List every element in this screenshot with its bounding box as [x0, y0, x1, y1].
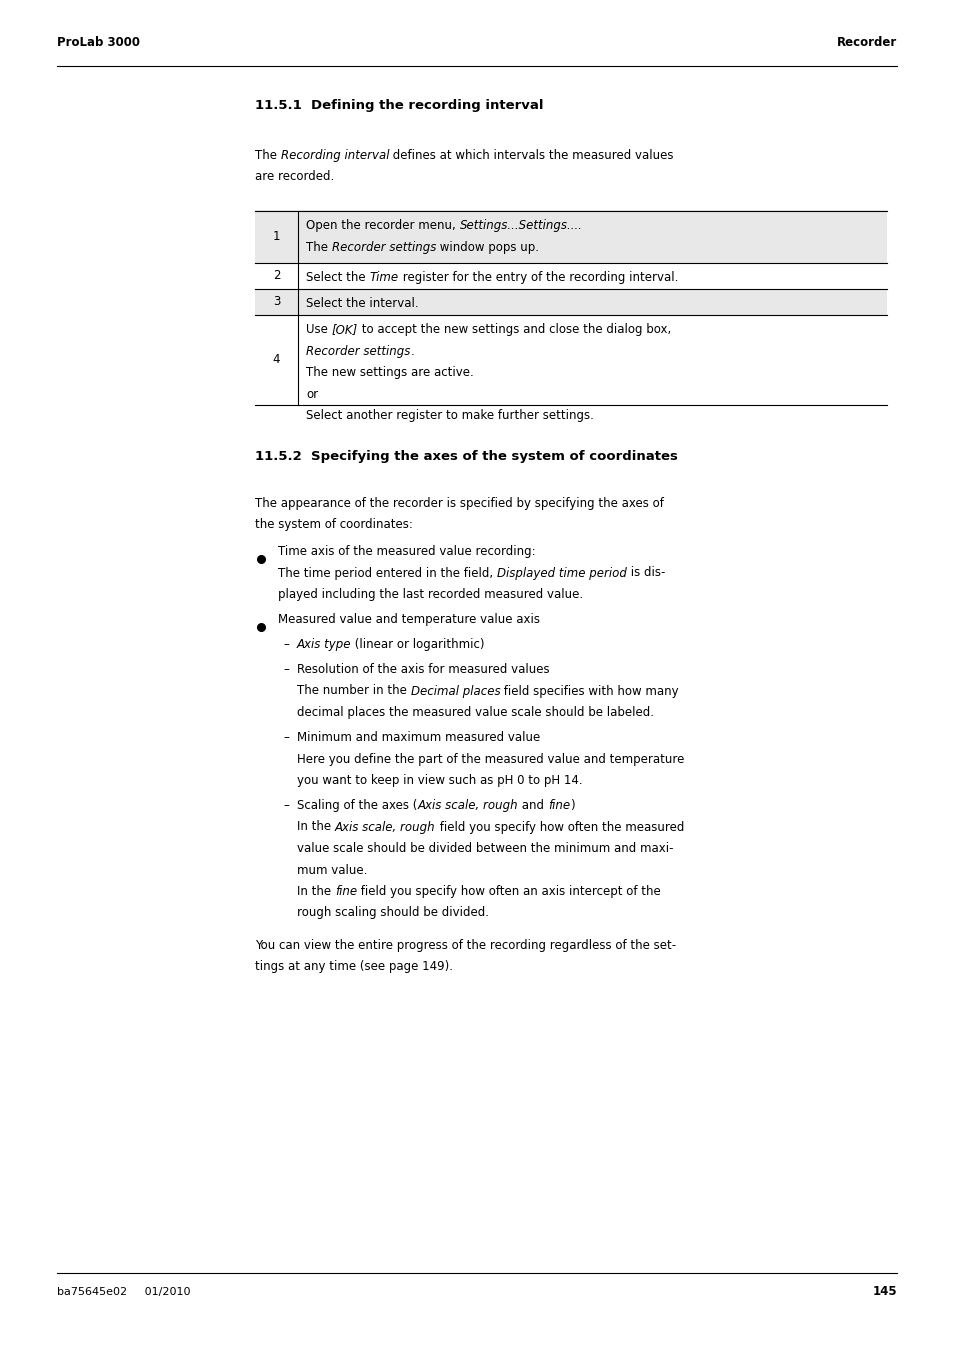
Text: Recorder settings: Recorder settings — [306, 345, 410, 358]
Text: defines at which intervals the measured values: defines at which intervals the measured … — [389, 149, 673, 162]
Text: window pops up.: window pops up. — [436, 240, 538, 254]
Text: Minimum and maximum measured value: Minimum and maximum measured value — [296, 731, 539, 744]
Text: decimal places the measured value scale should be labeled.: decimal places the measured value scale … — [296, 707, 654, 719]
Text: field you specify how often the measured: field you specify how often the measured — [435, 820, 683, 834]
Text: In the: In the — [296, 885, 335, 898]
Text: Select another register to make further settings.: Select another register to make further … — [306, 409, 594, 423]
Text: Recorder: Recorder — [836, 36, 896, 49]
Text: –: – — [283, 638, 289, 651]
Text: is dis-: is dis- — [626, 566, 664, 580]
Text: The appearance of the recorder is specified by specifying the axes of: The appearance of the recorder is specif… — [254, 497, 663, 509]
Text: Axis scale, rough: Axis scale, rough — [417, 798, 517, 812]
Text: are recorded.: are recorded. — [254, 170, 334, 184]
Text: –: – — [283, 731, 289, 744]
Text: Axis scale, rough: Axis scale, rough — [335, 820, 435, 834]
Text: 3: 3 — [273, 295, 280, 308]
Text: rough scaling should be divided.: rough scaling should be divided. — [296, 907, 489, 920]
Text: (linear or logarithmic): (linear or logarithmic) — [351, 638, 484, 651]
Text: mum value.: mum value. — [296, 863, 367, 877]
Bar — [254, 211, 886, 262]
Text: The: The — [254, 149, 280, 162]
Text: Here you define the part of the measured value and temperature: Here you define the part of the measured… — [296, 753, 683, 766]
Text: 11.5.1  Defining the recording interval: 11.5.1 Defining the recording interval — [254, 99, 543, 112]
Text: Open the recorder menu,: Open the recorder menu, — [306, 219, 459, 232]
Text: The time period entered in the field,: The time period entered in the field, — [277, 566, 497, 580]
Text: Select the: Select the — [306, 272, 369, 284]
Text: Select the interval.: Select the interval. — [306, 297, 418, 311]
Text: played including the last recorded measured value.: played including the last recorded measu… — [277, 588, 582, 601]
Text: Recording interval: Recording interval — [280, 149, 389, 162]
Text: tings at any time (see page 149).: tings at any time (see page 149). — [254, 961, 453, 973]
Text: ): ) — [569, 798, 574, 812]
Bar — [254, 289, 886, 315]
Text: Recorder settings: Recorder settings — [332, 240, 436, 254]
Text: .: . — [410, 345, 414, 358]
Text: Axis type: Axis type — [296, 638, 351, 651]
Text: Scaling of the axes (: Scaling of the axes ( — [296, 798, 416, 812]
Text: Displayed time period: Displayed time period — [497, 566, 626, 580]
Text: 145: 145 — [871, 1285, 896, 1298]
Text: In the: In the — [296, 820, 335, 834]
Text: The number in the: The number in the — [296, 685, 410, 697]
Text: Decimal places: Decimal places — [410, 685, 499, 697]
Text: 11.5.2  Specifying the axes of the system of coordinates: 11.5.2 Specifying the axes of the system… — [254, 450, 678, 462]
Text: or: or — [306, 388, 317, 401]
Text: and: and — [517, 798, 547, 812]
Text: fine: fine — [547, 798, 569, 812]
Text: –: – — [283, 663, 289, 676]
Text: Resolution of the axis for measured values: Resolution of the axis for measured valu… — [296, 663, 549, 676]
Text: field specifies with how many: field specifies with how many — [499, 685, 679, 697]
Text: Measured value and temperature value axis: Measured value and temperature value axi… — [277, 613, 539, 626]
Text: 4: 4 — [273, 353, 280, 366]
Text: 2: 2 — [273, 269, 280, 282]
Text: 1: 1 — [273, 230, 280, 243]
Text: Time: Time — [369, 272, 398, 284]
Text: The: The — [306, 240, 332, 254]
Text: field you specify how often an axis intercept of the: field you specify how often an axis inte… — [356, 885, 660, 898]
Text: You can view the entire progress of the recording regardless of the set-: You can view the entire progress of the … — [254, 939, 676, 951]
Text: fine: fine — [335, 885, 356, 898]
Text: ProLab 3000: ProLab 3000 — [57, 36, 140, 49]
Text: register for the entry of the recording interval.: register for the entry of the recording … — [398, 272, 678, 284]
Text: Settings...Settings....: Settings...Settings.... — [459, 219, 582, 232]
Text: you want to keep in view such as pH 0 to pH 14.: you want to keep in view such as pH 0 to… — [296, 774, 582, 788]
Text: [OK]: [OK] — [332, 323, 357, 336]
Text: The new settings are active.: The new settings are active. — [306, 366, 474, 380]
Text: to accept the new settings and close the dialog box,: to accept the new settings and close the… — [357, 323, 670, 336]
Text: value scale should be divided between the minimum and maxi-: value scale should be divided between th… — [296, 842, 673, 855]
Text: Use: Use — [306, 323, 332, 336]
Text: Time axis of the measured value recording:: Time axis of the measured value recordin… — [277, 544, 535, 558]
Text: ba75645e02     01/2010: ba75645e02 01/2010 — [57, 1288, 191, 1297]
Text: the system of coordinates:: the system of coordinates: — [254, 517, 413, 531]
Text: –: – — [283, 798, 289, 812]
